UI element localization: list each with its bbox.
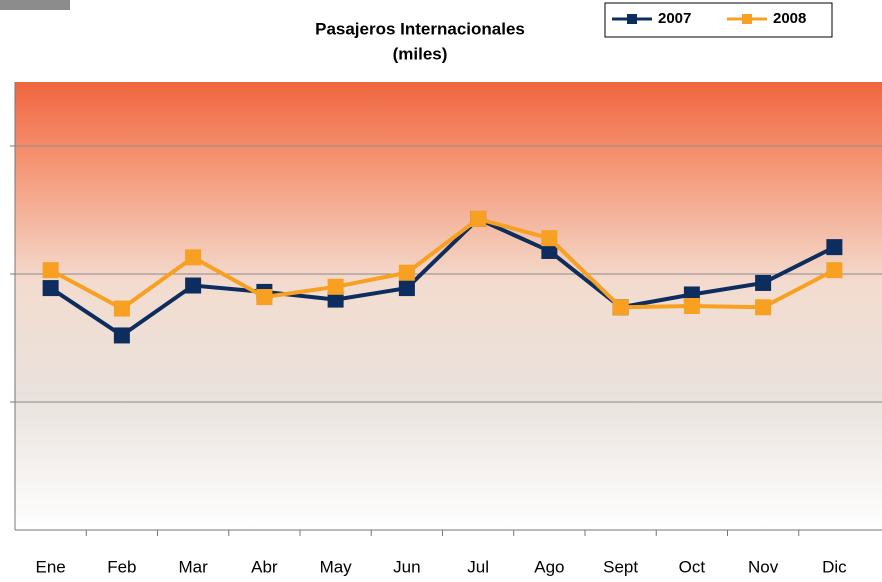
point-marker <box>398 280 415 297</box>
x-tick-label: May <box>320 557 353 576</box>
point-marker <box>755 299 772 316</box>
x-tick-label: Feb <box>107 557 136 576</box>
series-line <box>49 216 836 338</box>
legend-label: 2008 <box>773 10 806 27</box>
x-tick-label: Jun <box>393 557 420 576</box>
legend-label: 2007 <box>658 10 691 27</box>
x-tick-label: Oct <box>679 557 706 576</box>
point-marker <box>826 239 843 256</box>
chart-title: Pasajeros Internacionales <box>315 19 525 38</box>
x-tick-label: Abr <box>251 557 278 576</box>
point-marker <box>612 299 629 316</box>
corner-block <box>0 0 70 10</box>
point-marker <box>42 280 59 297</box>
point-marker <box>113 327 130 344</box>
x-tick-label: Jul <box>467 557 489 576</box>
point-marker <box>755 274 772 291</box>
point-marker <box>398 264 415 281</box>
point-marker <box>327 291 344 308</box>
point-marker <box>826 262 843 279</box>
point-marker <box>683 298 700 314</box>
legend-marker <box>742 14 752 24</box>
x-tick-label: Nov <box>748 557 779 576</box>
x-tick-label: Mar <box>178 557 208 576</box>
x-tick-label: Sept <box>603 557 638 576</box>
chart-subtitle: (miles) <box>393 44 448 63</box>
x-tick-label: Dic <box>822 557 847 576</box>
point-marker <box>185 249 202 266</box>
x-tick-label: Ene <box>36 557 66 576</box>
point-marker <box>42 262 59 279</box>
point-marker <box>256 289 273 306</box>
point-marker <box>541 230 558 247</box>
legend-marker <box>627 14 637 24</box>
point-marker <box>113 300 130 317</box>
point-marker <box>541 242 558 259</box>
x-tick-label: Ago <box>534 557 564 576</box>
series-line <box>49 216 836 311</box>
point-marker <box>470 210 487 227</box>
point-marker <box>185 277 202 294</box>
point-marker <box>327 278 344 295</box>
